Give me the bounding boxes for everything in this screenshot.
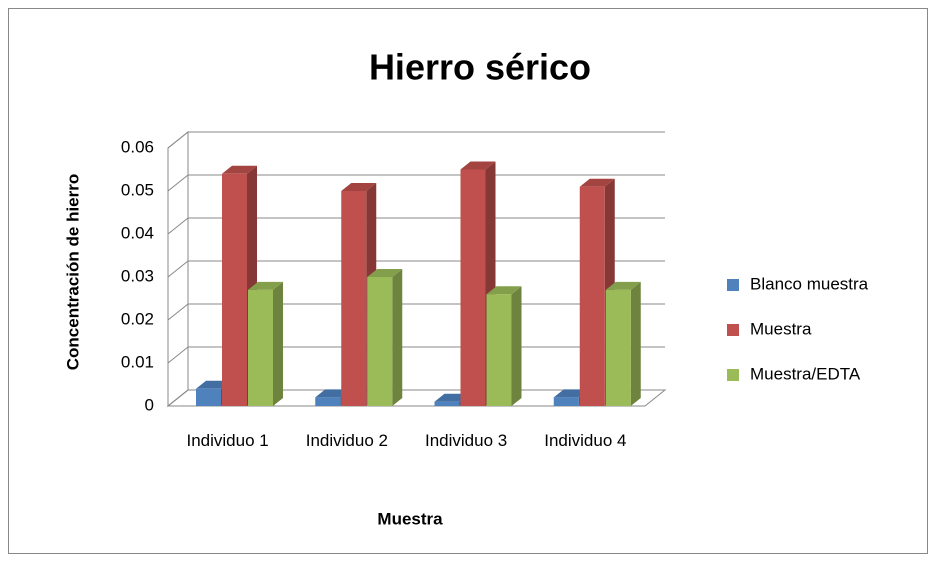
- grid-line-side: [167, 174, 189, 192]
- bar-top: [367, 269, 403, 277]
- bar: [248, 289, 273, 406]
- grid-line-side: [167, 346, 189, 364]
- bar-top: [248, 281, 283, 290]
- y-tick-label: 0.06: [121, 137, 154, 156]
- y-tick-label: 0.04: [121, 223, 154, 242]
- bar: [553, 397, 579, 406]
- chart-title: Hierro sérico: [369, 47, 591, 88]
- bar: [196, 388, 221, 406]
- y-tick-label: 0.03: [121, 266, 154, 285]
- y-tick-label: 0.02: [121, 309, 154, 328]
- grid-line-side: [167, 260, 189, 278]
- bar-side: [392, 269, 403, 406]
- legend-swatch: [727, 279, 739, 291]
- x-tick-label: Individuo 4: [544, 431, 627, 450]
- legend-label: Muestra: [750, 319, 812, 338]
- bar-side: [511, 286, 522, 406]
- x-tick-label: Individuo 1: [186, 431, 269, 450]
- x-tick-label: Individuo 2: [305, 431, 388, 450]
- bar: [434, 401, 460, 406]
- bar: [486, 294, 512, 406]
- bar-top: [222, 165, 257, 174]
- bar-top: [460, 161, 496, 170]
- bar: [579, 186, 605, 406]
- legend-label: Muestra/EDTA: [750, 364, 861, 383]
- bar: [367, 277, 393, 406]
- bar-side: [630, 281, 641, 406]
- y-tick-label: 0: [145, 395, 154, 414]
- grid-line-side: [167, 303, 189, 321]
- y-tick-label: 0.05: [121, 180, 154, 199]
- bar: [222, 173, 247, 406]
- legend-swatch: [727, 369, 739, 381]
- bar: [605, 289, 631, 406]
- bar-top: [579, 178, 615, 187]
- grid-line-side: [167, 217, 189, 235]
- bar-side: [273, 281, 283, 406]
- bar-top: [486, 286, 522, 295]
- bar-top: [605, 281, 641, 290]
- y-axis-title: Concentración de hierro: [63, 174, 82, 370]
- x-axis-title: Muestra: [377, 509, 443, 528]
- bar-top: [341, 183, 377, 191]
- grid-line-side: [167, 389, 189, 407]
- legend-swatch: [727, 324, 739, 336]
- y-tick-label: 0.01: [121, 352, 154, 371]
- bar: [341, 191, 367, 406]
- legend-label: Blanco muestra: [750, 274, 869, 293]
- x-tick-label: Individuo 3: [425, 431, 508, 450]
- bar: [315, 397, 341, 406]
- bar: [460, 169, 486, 406]
- grid-line-side: [167, 131, 189, 149]
